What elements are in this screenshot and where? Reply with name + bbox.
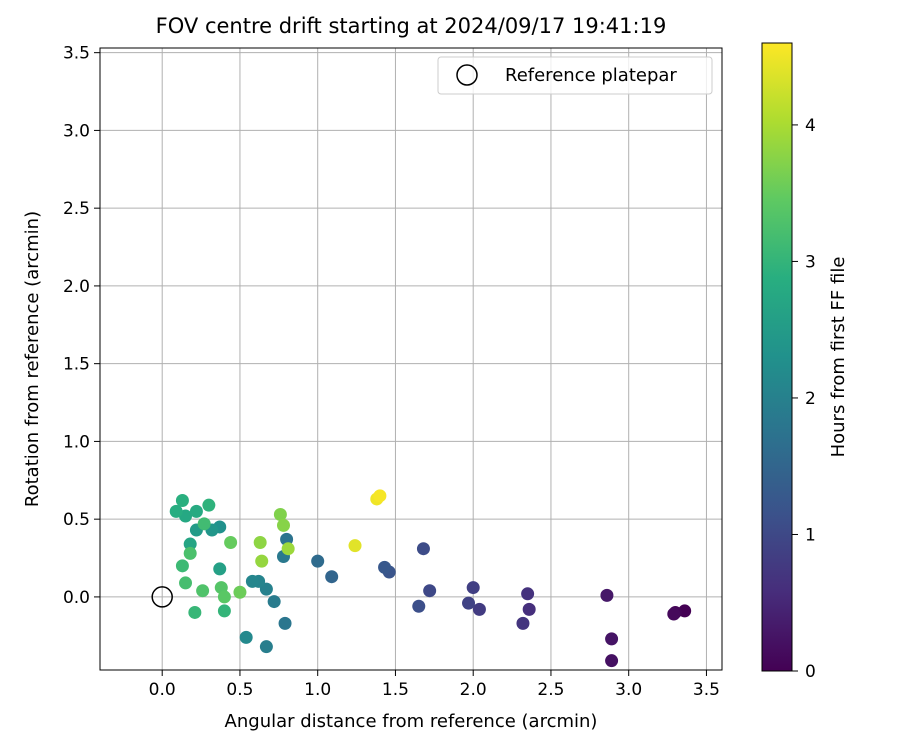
scatter-point — [239, 630, 253, 644]
grid-lines — [100, 48, 722, 670]
scatter-point — [255, 554, 269, 568]
scatter-point — [281, 542, 295, 556]
scatter-point — [423, 584, 437, 598]
x-tick-label: 0.0 — [149, 680, 176, 700]
chart-title: FOV centre drift starting at 2024/09/17 … — [156, 14, 667, 38]
x-tick-label: 2.0 — [460, 680, 487, 700]
legend: Reference platepar — [437, 56, 713, 95]
scatter-points — [169, 489, 692, 668]
y-tick-label: 0.5 — [63, 510, 90, 530]
plot-frame — [99, 47, 723, 671]
scatter-point — [412, 599, 426, 613]
scatter-point — [273, 508, 287, 521]
scatter-point — [276, 518, 290, 532]
scatter-point — [325, 570, 339, 584]
colorbar-tick-label: 1 — [805, 525, 816, 545]
scatter-point — [245, 574, 259, 588]
scatter-point — [311, 554, 325, 568]
reference-platepar-marker — [151, 586, 173, 608]
scatter-point — [416, 542, 430, 556]
scatter-point — [188, 605, 202, 619]
scatter-point — [183, 537, 197, 551]
y-tick-label: 2.0 — [63, 277, 90, 297]
scatter-point — [462, 596, 476, 610]
scatter-point — [197, 517, 211, 531]
y-tick-label: 3.5 — [63, 44, 90, 64]
x-axis-label: Angular distance from reference (arcmin) — [225, 711, 598, 732]
y-tick-label: 3.0 — [63, 121, 90, 141]
colorbar-tick-label: 2 — [805, 389, 816, 409]
scatter-point — [605, 654, 619, 668]
colorbar-tick-label: 3 — [805, 252, 816, 272]
scatter-point — [516, 616, 530, 630]
scatter-point — [217, 604, 231, 618]
scatter-point — [224, 535, 238, 549]
x-tick-label: 1.5 — [382, 680, 409, 700]
y-tick-label: 0.0 — [63, 588, 90, 608]
y-tick-label: 1.0 — [63, 432, 90, 452]
legend-label: Reference platepar — [505, 65, 677, 86]
x-tick-label: 2.5 — [537, 680, 564, 700]
scatter-point — [600, 588, 614, 602]
x-tick-label: 1.0 — [304, 680, 331, 700]
y-tick-label: 2.5 — [63, 199, 90, 219]
scatter-point — [169, 504, 183, 518]
colorbar-ticks: 0 1 2 3 4 — [792, 116, 816, 682]
colorbar-tick-label: 0 — [805, 662, 816, 682]
y-axis-label: Rotation from reference (arcmin) — [22, 211, 43, 507]
legend-marker — [456, 64, 478, 86]
scatter-point — [175, 559, 189, 573]
scatter-point — [189, 504, 203, 518]
y-ticks: 0.0 0.5 1.0 1.5 2.0 2.5 3.0 3.5 — [63, 44, 100, 608]
scatter-point — [605, 632, 619, 646]
scatter-point — [522, 602, 536, 616]
legend-box — [437, 56, 713, 95]
colorbar-tick-label: 4 — [805, 116, 816, 136]
scatter-point — [521, 587, 535, 601]
scatter-point — [466, 581, 480, 595]
scatter-point — [378, 560, 392, 574]
scatter-point — [373, 489, 387, 503]
scatter-point — [179, 576, 193, 590]
scatter-point — [196, 584, 210, 598]
scatter-point — [202, 498, 216, 512]
scatter-point — [472, 602, 486, 616]
colorbar: 0 1 2 3 4 Hours from first FF file — [761, 42, 849, 682]
scatter-point — [267, 595, 281, 609]
scatter-point — [278, 616, 292, 630]
colorbar-gradient — [761, 42, 793, 672]
scatter-point — [213, 562, 227, 576]
scatter-point — [233, 585, 247, 599]
scatter-point — [253, 535, 267, 549]
colorbar-label: Hours from first FF file — [828, 257, 849, 458]
x-tick-label: 3.5 — [693, 680, 720, 700]
x-tick-label: 0.5 — [226, 680, 253, 700]
x-tick-label: 3.0 — [615, 680, 642, 700]
y-tick-label: 1.5 — [63, 355, 90, 375]
scatter-point — [217, 590, 231, 604]
scatter-point — [348, 539, 362, 553]
scatter-point — [175, 494, 189, 508]
scatter-point — [259, 640, 273, 654]
scatter-point — [183, 546, 197, 560]
x-ticks: 0.0 0.5 1.0 1.5 2.0 2.5 3.0 3.5 — [149, 670, 720, 700]
scatter-point — [667, 607, 681, 621]
